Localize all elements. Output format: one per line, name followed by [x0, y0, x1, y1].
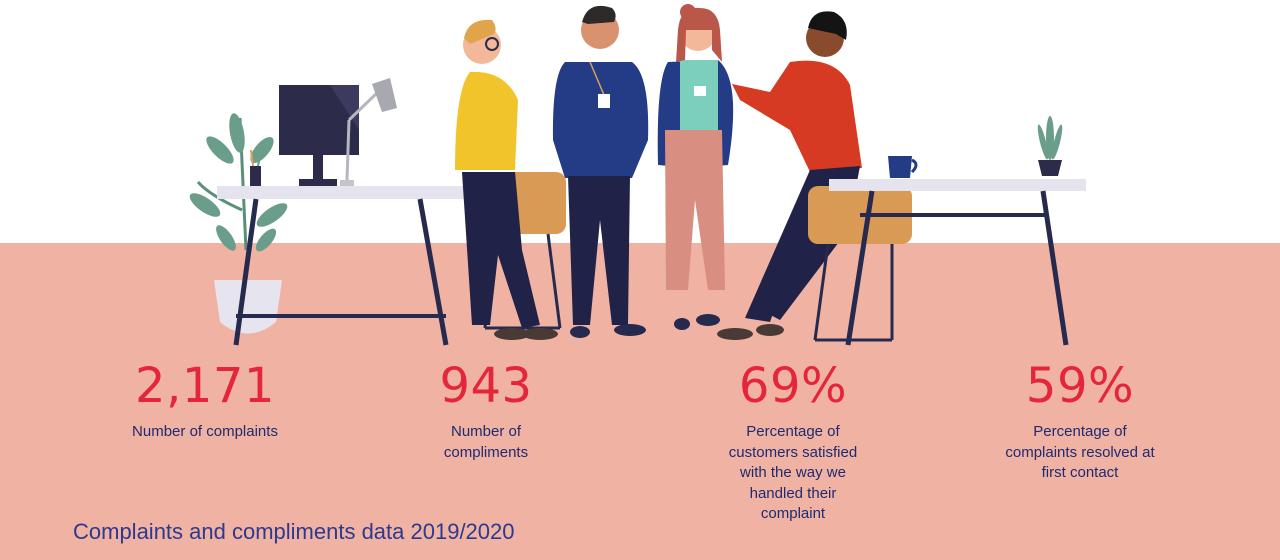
stat-label: Number of compliments [443, 423, 529, 461]
stat-label: Number of complaints [132, 423, 278, 440]
person-woman-cardigan [657, 4, 734, 330]
page-caption: Complaints and compliments data 2019/202… [73, 519, 515, 544]
stat-label: Percentage of customers satisfied with t… [728, 423, 858, 522]
stat-first-contact: 59% Percentage of complaints resolved at… [960, 358, 1200, 484]
person-yellow-sweater [455, 19, 558, 340]
desk-left [217, 78, 471, 346]
stat-value: 59% [1025, 358, 1135, 414]
stat-complaints: 2,171 Number of complaints [85, 358, 325, 443]
stat-value: 2,171 [135, 358, 275, 414]
stat-satisfaction: 69% Percentage of customers satisfied wi… [673, 358, 913, 525]
potted-plant-left [189, 113, 288, 334]
stat-value: 943 [439, 358, 533, 414]
office-team-illustration [189, 4, 1086, 346]
person-red-shirt [717, 11, 862, 340]
desk-right [829, 116, 1086, 346]
person-navy-sweater [552, 5, 649, 338]
floor-background [0, 243, 1280, 560]
stat-value: 69% [738, 358, 848, 414]
stat-compliments: 943 Number of compliments [366, 358, 606, 463]
stat-label: Percentage of complaints resolved at fir… [1005, 423, 1155, 481]
